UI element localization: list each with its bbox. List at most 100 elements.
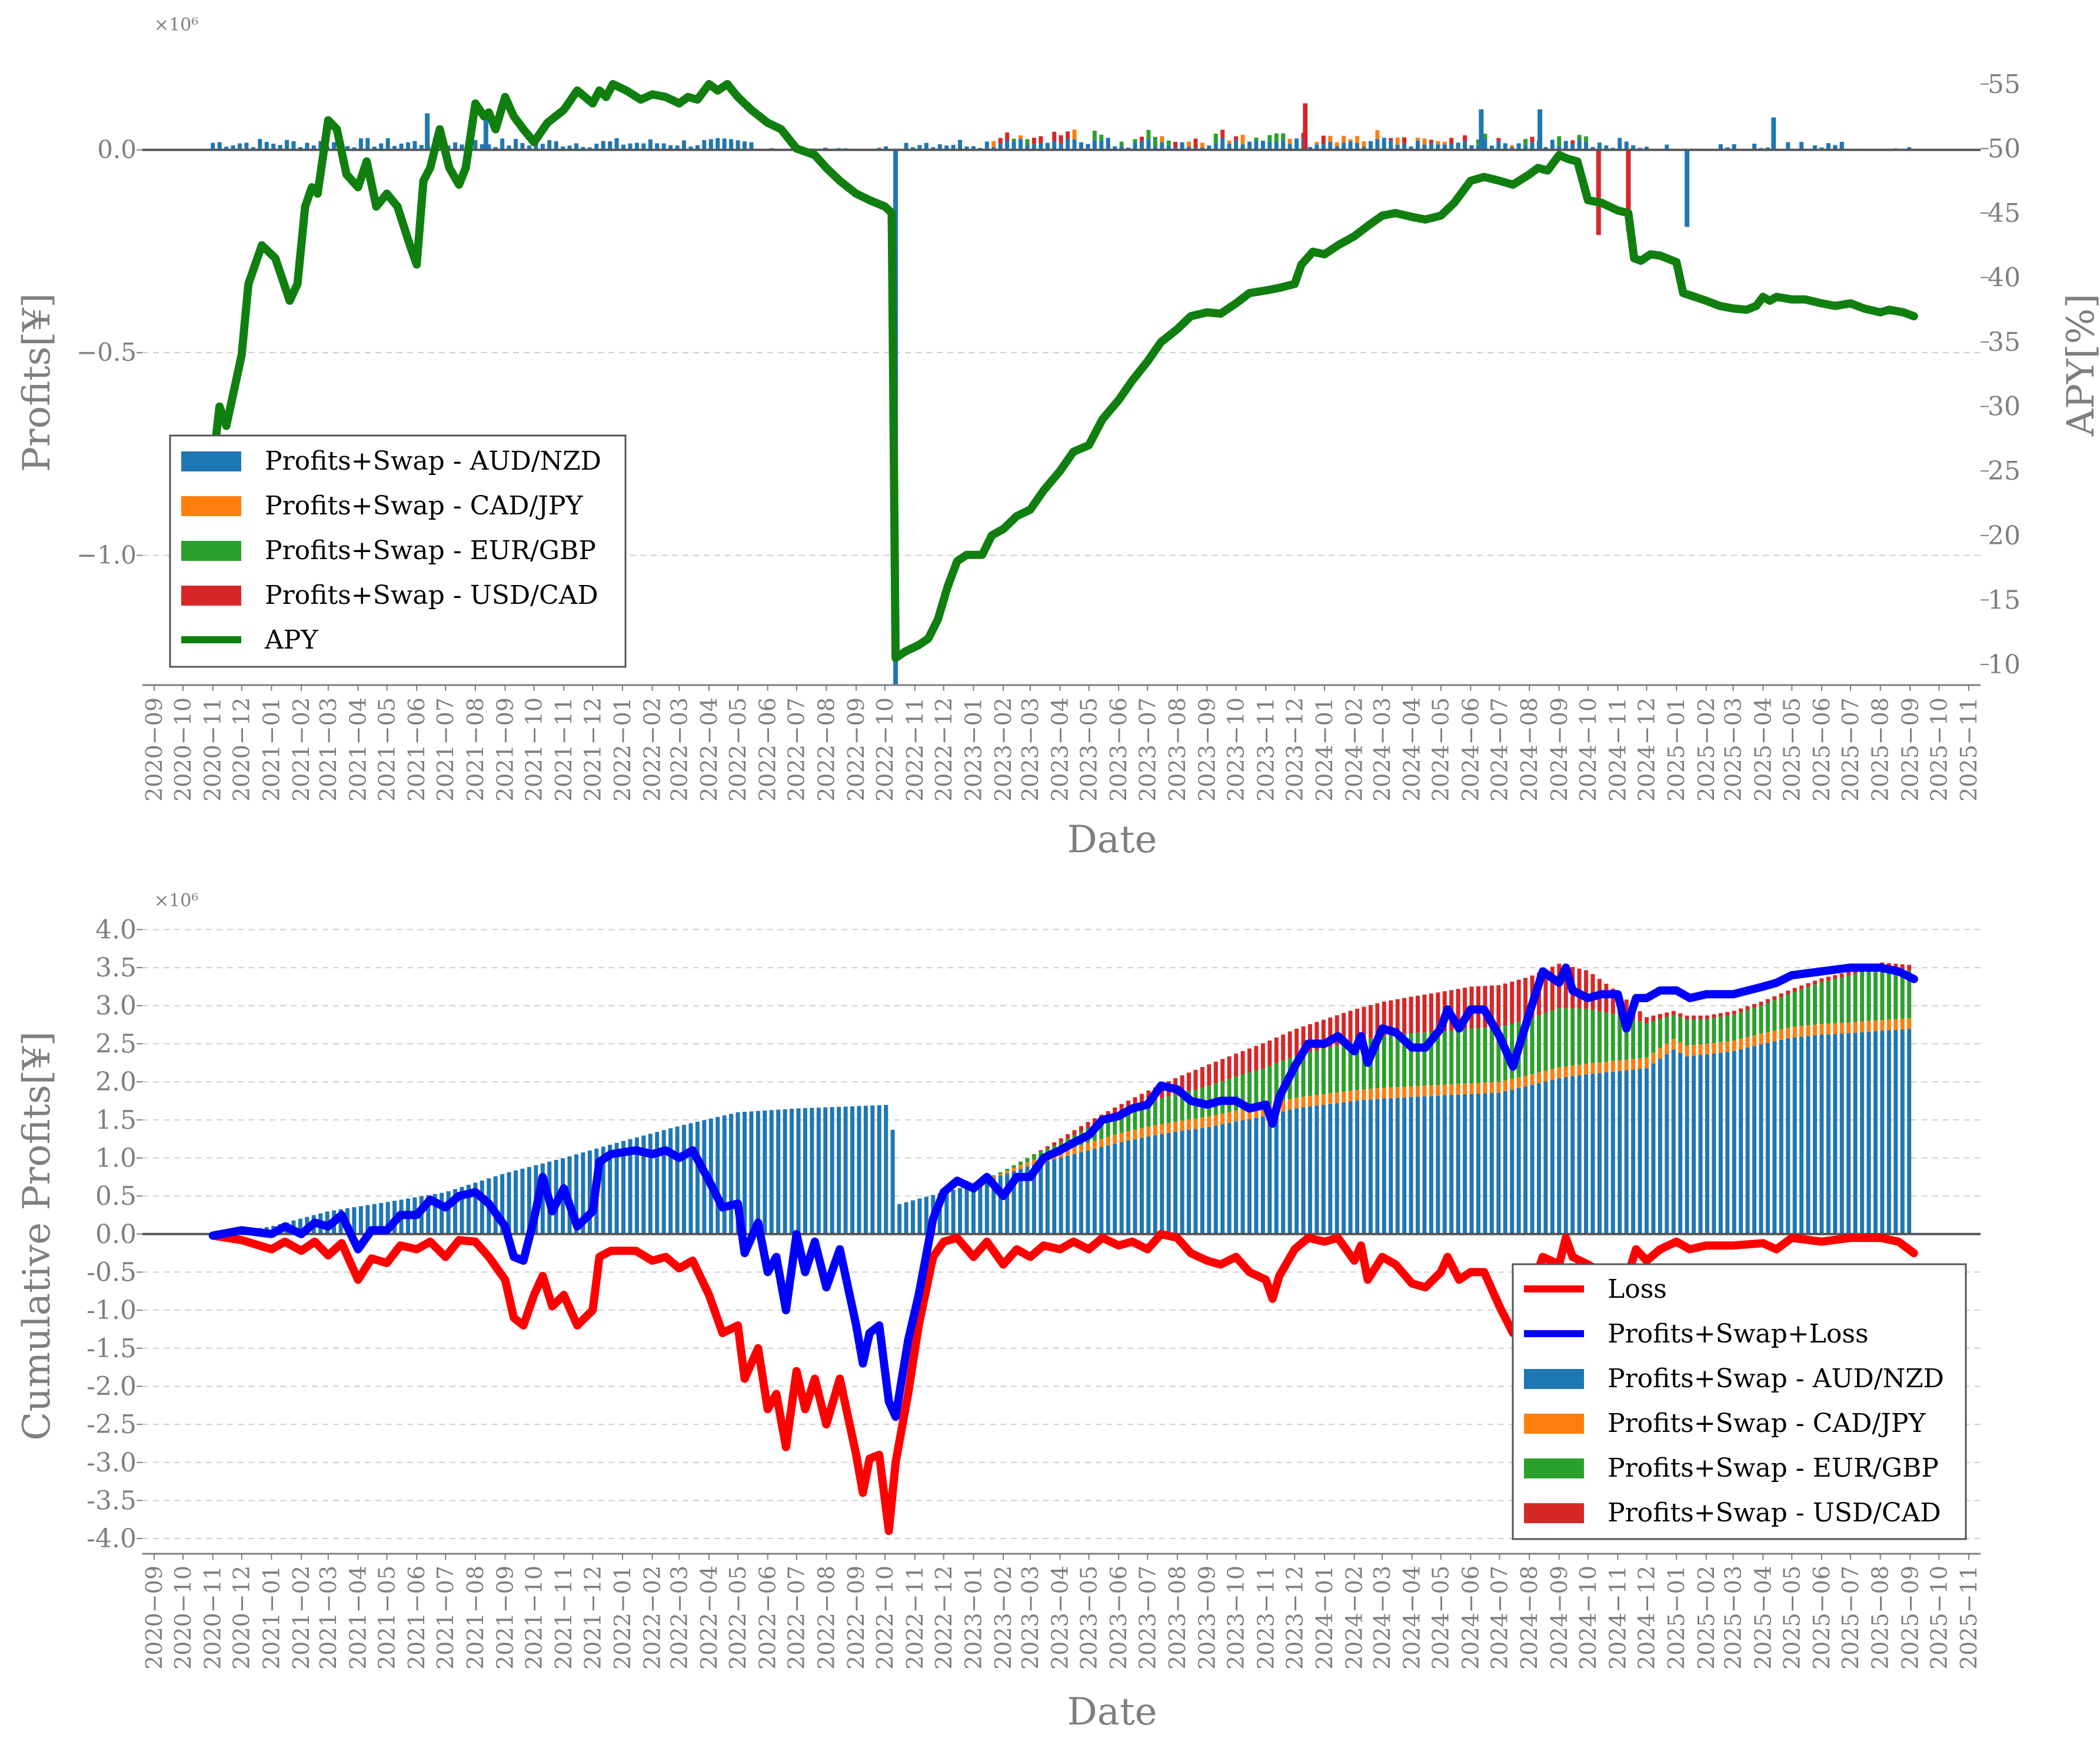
cumulative-bar	[1866, 970, 1871, 1021]
cumulative-bar	[749, 1111, 754, 1234]
x-tick-label: 2022−12	[931, 1566, 957, 1670]
x-tick-label: 2022−08	[813, 1566, 839, 1670]
cumulative-bar	[1416, 1096, 1420, 1234]
y2-tick-label: 20	[1988, 521, 2021, 551]
x-tick-label: 2022−11	[902, 1566, 928, 1670]
cumulative-bar	[1463, 1084, 1467, 1095]
legend: Profits+Swap - AUD/NZD Profits+Swap - CAD…	[169, 434, 627, 668]
x-tick-label: 2024−10	[1575, 1566, 1601, 1670]
x-tick-label: 2022−06	[755, 1566, 781, 1670]
cumulative-bar	[1375, 1003, 1380, 1038]
cumulative-bar	[628, 1139, 633, 1234]
y-tick-label: −1.0	[76, 541, 137, 570]
cumulative-bar	[1119, 1142, 1124, 1234]
cumulative-bar	[736, 1112, 740, 1234]
x-tick-label: 2025−03	[1720, 697, 1746, 802]
cumulative-bar	[1234, 1054, 1239, 1077]
cumulative-bar	[1375, 1099, 1380, 1234]
profit-bar	[1496, 141, 1501, 150]
profit-bar	[1133, 142, 1137, 150]
profit-bar	[1260, 141, 1265, 150]
cumulative-bar	[1173, 1094, 1178, 1122]
cumulative-bar	[480, 1180, 484, 1234]
profit-bar	[1086, 144, 1090, 150]
cumulative-bar	[1019, 1168, 1023, 1234]
cumulative-bar	[1395, 1034, 1400, 1088]
cumulative-bar	[1752, 1003, 1757, 1008]
x-tick-label: 2024−06	[1457, 1566, 1483, 1670]
cumulative-bar	[1019, 1165, 1023, 1169]
cumulative-bar	[1254, 1118, 1259, 1234]
cumulative-bar	[1139, 1138, 1144, 1234]
cumulative-bar	[1342, 1091, 1346, 1102]
profit-bar	[1328, 135, 1333, 142]
x-tick-label: 2024−08	[1516, 697, 1542, 802]
x-tick-label: 2023−01	[960, 1566, 986, 1670]
profit-bar	[931, 147, 936, 150]
profit-bar	[1362, 141, 1366, 147]
cumulative-bar	[1880, 1031, 1885, 1234]
x-tick-label: 2025−11	[1956, 1566, 1982, 1670]
x-tick-label: 2025−10	[1926, 1566, 1952, 1670]
y-tick-label: 1.5	[95, 1105, 137, 1135]
cumulative-bar	[1893, 1019, 1898, 1030]
cumulative-bar	[365, 1205, 370, 1234]
cumulative-bar	[1839, 973, 1844, 978]
apy-profits-panel: 2020−09 2020−10 2020−11 2020−12 2021−01 2021−…	[15, 15, 2100, 862]
cumulative-bar	[1786, 1028, 1791, 1039]
cumulative-bar	[1658, 1059, 1662, 1234]
x-tick-label: 2023−07	[1134, 697, 1160, 802]
cumulative-bar	[1839, 1033, 1844, 1234]
cumulative-bar	[1416, 995, 1420, 1033]
cumulative-bar	[1489, 1082, 1494, 1093]
cumulative-bar	[1806, 983, 1811, 987]
cumulative-profits-panel: 2020−09 2020−10 2020−11 2020−12 2021−01 2021−…	[15, 890, 1982, 1734]
cumulative-bar	[634, 1137, 639, 1234]
profit-bar	[924, 142, 928, 150]
cumulative-bar	[1227, 1112, 1232, 1123]
profit-bar	[412, 141, 417, 150]
cumulative-bar	[1846, 1033, 1851, 1234]
cumulative-bar	[1779, 993, 1783, 998]
cumulative-bar	[1530, 1085, 1535, 1234]
profit-bar	[1025, 144, 1030, 150]
legend-swatch	[181, 541, 241, 561]
cumulative-bar	[1779, 997, 1783, 1029]
profit-bar	[1039, 136, 1043, 144]
cumulative-bar	[1348, 1091, 1353, 1102]
x-tick-label: 2021−02	[288, 1566, 314, 1670]
profit-bar	[1146, 129, 1151, 139]
profit-bar	[574, 143, 578, 150]
cumulative-bar	[1671, 1039, 1676, 1050]
cumulative-bar	[1886, 1030, 1891, 1234]
cumulative-bar	[1543, 1081, 1548, 1234]
cumulative-bar	[1334, 1092, 1339, 1104]
cumulative-bar	[1187, 1129, 1192, 1234]
profit-bar	[1429, 142, 1433, 150]
cumulative-bar	[1180, 1075, 1184, 1093]
y-tick-label: -4.0	[86, 1524, 137, 1554]
cumulative-bar	[1328, 1093, 1333, 1104]
cumulative-bar	[1314, 1095, 1319, 1106]
profit-bar	[237, 143, 242, 150]
profit-bar	[1133, 139, 1137, 143]
profit-bar	[554, 141, 558, 150]
profit-bar	[507, 145, 511, 150]
spike-bar	[425, 113, 430, 150]
cumulative-bar	[1907, 1018, 1912, 1029]
cumulative-bar	[1449, 1084, 1454, 1095]
x-tick-label: 2025−06	[1809, 1566, 1835, 1670]
profit-bar	[937, 144, 942, 150]
profit-bar	[211, 142, 215, 150]
cumulative-bar	[1469, 1094, 1474, 1234]
profit-bar	[1799, 142, 1804, 150]
cumulative-bar	[1678, 1052, 1683, 1234]
profit-bar	[1409, 146, 1413, 150]
cumulative-bar	[1476, 1028, 1480, 1083]
x-tick-label: 2021−10	[521, 1566, 547, 1670]
profit-bar	[291, 141, 296, 150]
profit-bar	[561, 146, 565, 150]
cumulative-bar	[426, 1195, 431, 1234]
cumulative-bar	[877, 1105, 881, 1234]
cumulative-bar	[1307, 1106, 1312, 1234]
